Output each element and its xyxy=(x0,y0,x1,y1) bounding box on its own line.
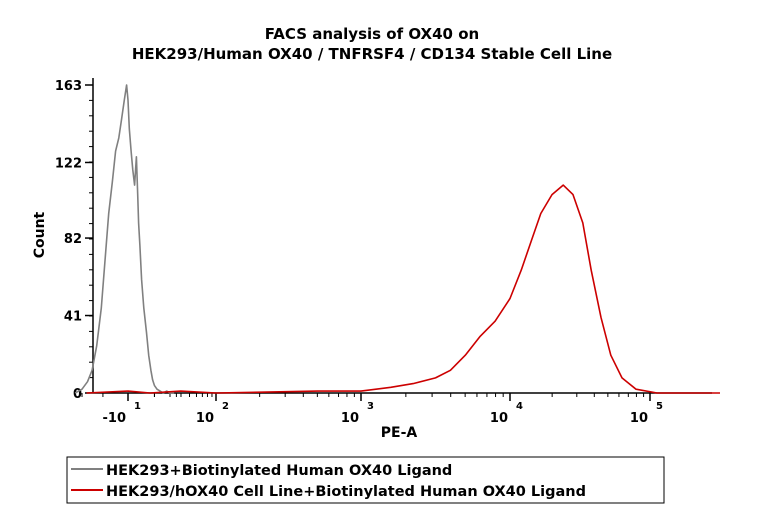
x-tick-exponent-0: 1 xyxy=(134,401,141,412)
chart-title-line-2: HEK293/Human OX40 / TNFRSF4 / CD134 Stab… xyxy=(132,45,612,63)
chart-title-line-1: FACS analysis of OX40 on xyxy=(265,25,479,43)
series-line-ox40-red xyxy=(86,184,720,394)
y-tick-label-3: 122 xyxy=(55,156,82,171)
x-tick-exponent-3: 4 xyxy=(516,401,523,412)
x-axis-ticks xyxy=(127,393,651,401)
y-axis-label: Count xyxy=(32,211,48,258)
x-tick-exponent-2: 3 xyxy=(367,401,374,412)
y-tick-label-0: 0 xyxy=(73,387,82,402)
x-axis-minor-ticks xyxy=(81,393,645,397)
legend-label-ox40: HEK293/hOX40 Cell Line+Biotinylated Huma… xyxy=(106,484,586,500)
x-tick-label-1: 10 xyxy=(196,411,214,426)
x-tick-label-0: -10 xyxy=(103,411,127,426)
data-series-group xyxy=(74,84,720,394)
legend-label-control: HEK293+Biotinylated Human OX40 Ligand xyxy=(106,463,452,479)
legend-box xyxy=(66,456,665,504)
x-axis-label: PE-A xyxy=(381,425,418,441)
x-axis-tick-labels: -10 1 10 2 10 3 10 4 10 5 xyxy=(103,401,664,426)
y-axis-ticks xyxy=(85,84,93,394)
x-tick-label-2: 10 xyxy=(341,411,359,426)
y-axis-tick-labels: 0 41 82 122 163 xyxy=(55,79,82,402)
y-tick-label-1: 41 xyxy=(64,310,82,325)
x-tick-label-4: 10 xyxy=(630,411,648,426)
x-tick-label-3: 10 xyxy=(490,411,508,426)
y-tick-label-2: 82 xyxy=(64,232,82,247)
y-tick-label-4: 163 xyxy=(55,79,82,94)
x-tick-exponent-1: 2 xyxy=(222,401,229,412)
x-tick-exponent-4: 5 xyxy=(656,401,663,412)
series-line-control-gray xyxy=(74,84,175,394)
